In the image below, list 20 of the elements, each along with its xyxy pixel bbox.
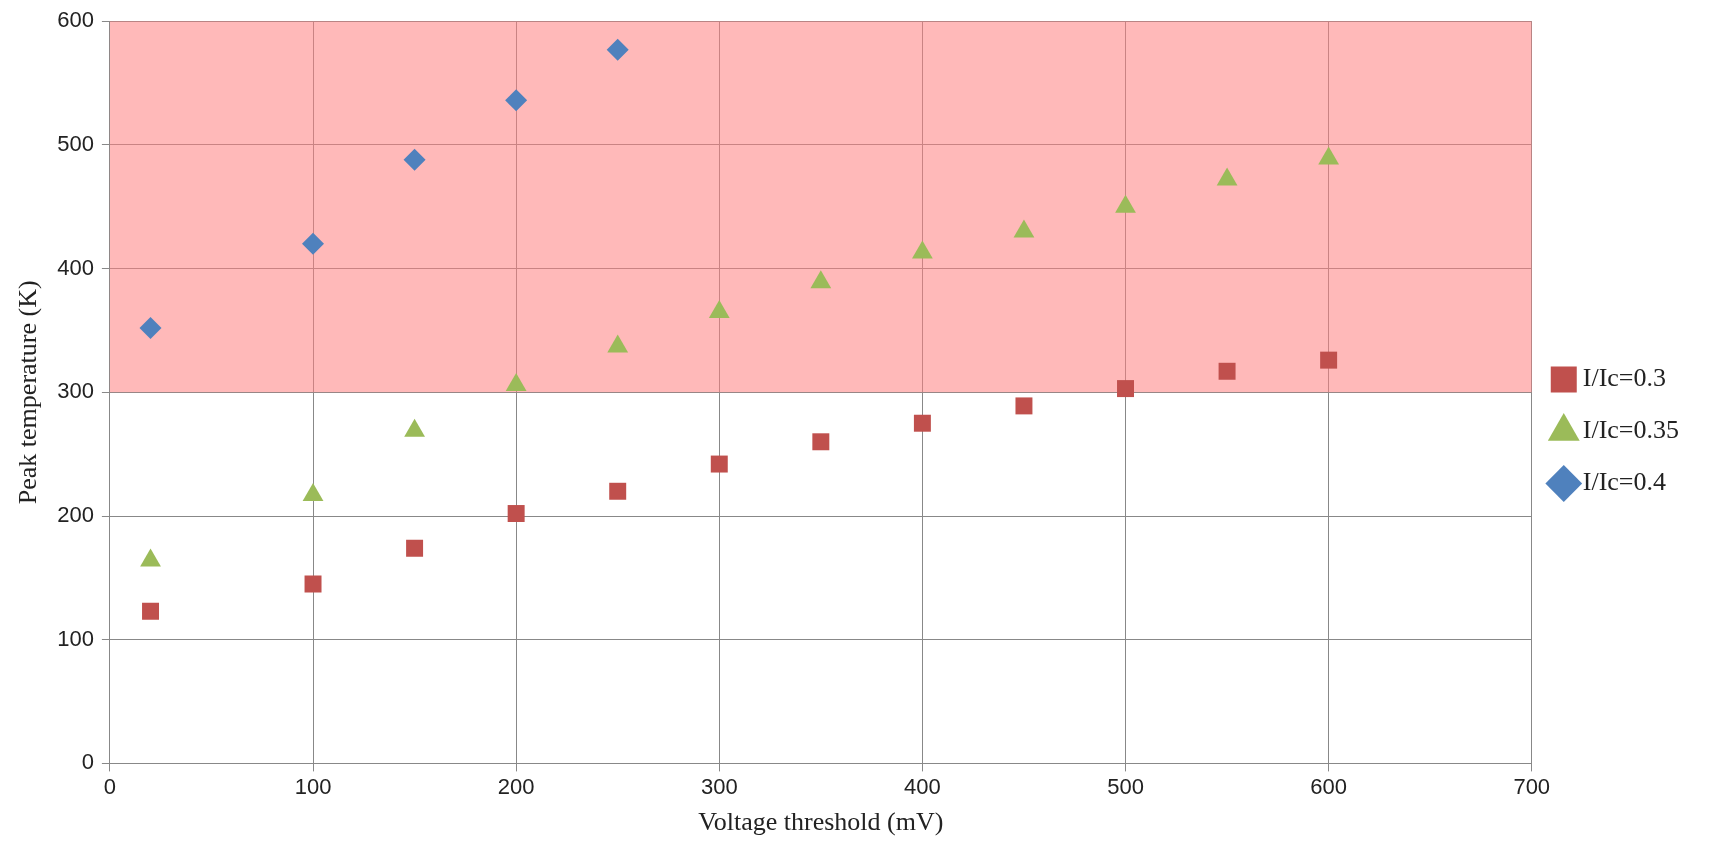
x-tick-label: 400 bbox=[904, 773, 941, 799]
x-axis-title: Voltage threshold (mV) bbox=[698, 807, 944, 837]
x-tick-label: 200 bbox=[497, 773, 535, 799]
y-tick-label: 500 bbox=[57, 130, 94, 156]
legend-label: I/Ic=0.35 bbox=[1582, 415, 1680, 445]
y-tick-label: 100 bbox=[57, 625, 94, 651]
x-tick-label: 0 bbox=[103, 773, 117, 799]
x-tick-label: 100 bbox=[294, 773, 332, 799]
y-tick-label: 600 bbox=[57, 7, 94, 33]
x-tick-label: 600 bbox=[1310, 773, 1347, 799]
legend-label: I/Ic=0.4 bbox=[1582, 467, 1667, 497]
y-tick-label: 200 bbox=[57, 502, 94, 528]
y-tick-label: 0 bbox=[81, 749, 94, 775]
y-axis-title: Peak temperature (K) bbox=[13, 280, 43, 505]
x-tick-label: 500 bbox=[1107, 773, 1144, 799]
y-tick-label: 400 bbox=[57, 254, 94, 280]
x-tick-label: 300 bbox=[700, 773, 738, 799]
x-tick-label: 700 bbox=[1513, 773, 1551, 799]
y-tick-label: 300 bbox=[57, 378, 94, 404]
legend-label: I/Ic=0.3 bbox=[1582, 363, 1667, 393]
